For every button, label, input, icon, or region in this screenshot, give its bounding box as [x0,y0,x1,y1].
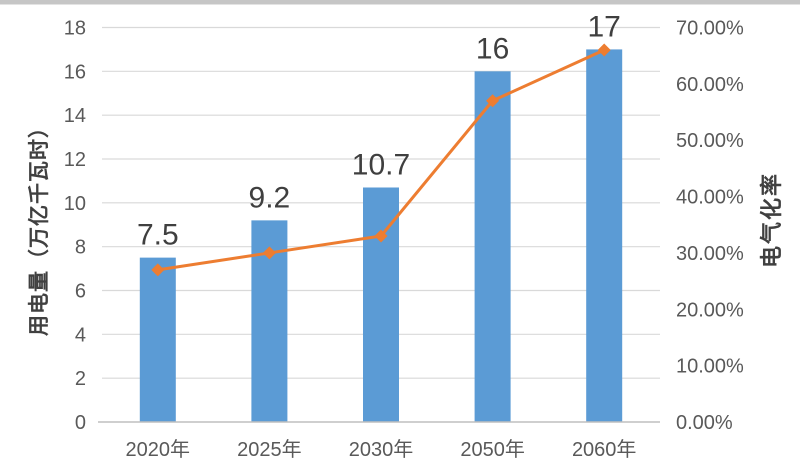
left-tick-label: 0 [75,412,86,434]
marker-2060年 [597,43,611,57]
marker-2025年 [262,246,276,260]
x-category-label: 2020年 [126,438,191,461]
right-tick-label: 10.00% [676,356,744,378]
left-tick-label: 4 [75,324,86,346]
data-label: 10.7 [352,148,410,181]
x-category-label: 2030年 [349,438,414,461]
data-label: 17 [588,10,621,43]
data-label: 9.2 [249,181,291,214]
x-axis-labels-group: 2020年 2025年 2030年 2050年 2060年 [126,438,637,461]
marker-2050年 [486,94,500,108]
bar-2020年 [139,257,176,422]
right-tick-label: 50.00% [676,130,744,152]
left-tick-label: 6 [75,281,86,303]
bar-2050年 [474,71,511,422]
right-tick-label: 30.00% [676,243,744,265]
right-tick-label: 0.00% [676,412,733,434]
right-axis-ticks-group: 70.00% 60.00% 50.00% 40.00% 30.00% 20.00% 10.0… [676,18,744,435]
left-tick-label: 10 [64,193,86,215]
x-category-label: 2025年 [237,438,302,461]
window-edge [0,0,800,5]
right-tick-label: 40.00% [676,187,744,209]
data-label: 7.5 [137,219,179,252]
bar-2060年 [586,49,623,423]
left-tick-label: 18 [64,18,86,40]
x-category-label: 2050年 [460,438,525,461]
right-tick-label: 20.00% [676,299,744,321]
marker-2020年 [151,263,165,277]
right-tick-label: 70.00% [676,18,744,40]
left-tick-label: 14 [64,105,86,127]
left-tick-label: 16 [64,61,86,83]
bar-2030年 [363,187,399,422]
left-tick-label: 2 [75,368,86,390]
data-labels-group: 7.5 9.2 10.7 16 17 [137,10,621,251]
left-axis-ticks-group: 18 16 14 12 10 8 6 4 2 0 [64,18,86,435]
left-tick-label: 8 [75,237,86,259]
left-tick-label: 12 [64,149,86,171]
line-markers-group [151,43,611,277]
marker-2030年 [374,229,388,243]
x-category-label: 2060年 [572,438,637,461]
data-label: 16 [476,32,509,65]
right-tick-label: 60.00% [676,74,744,96]
